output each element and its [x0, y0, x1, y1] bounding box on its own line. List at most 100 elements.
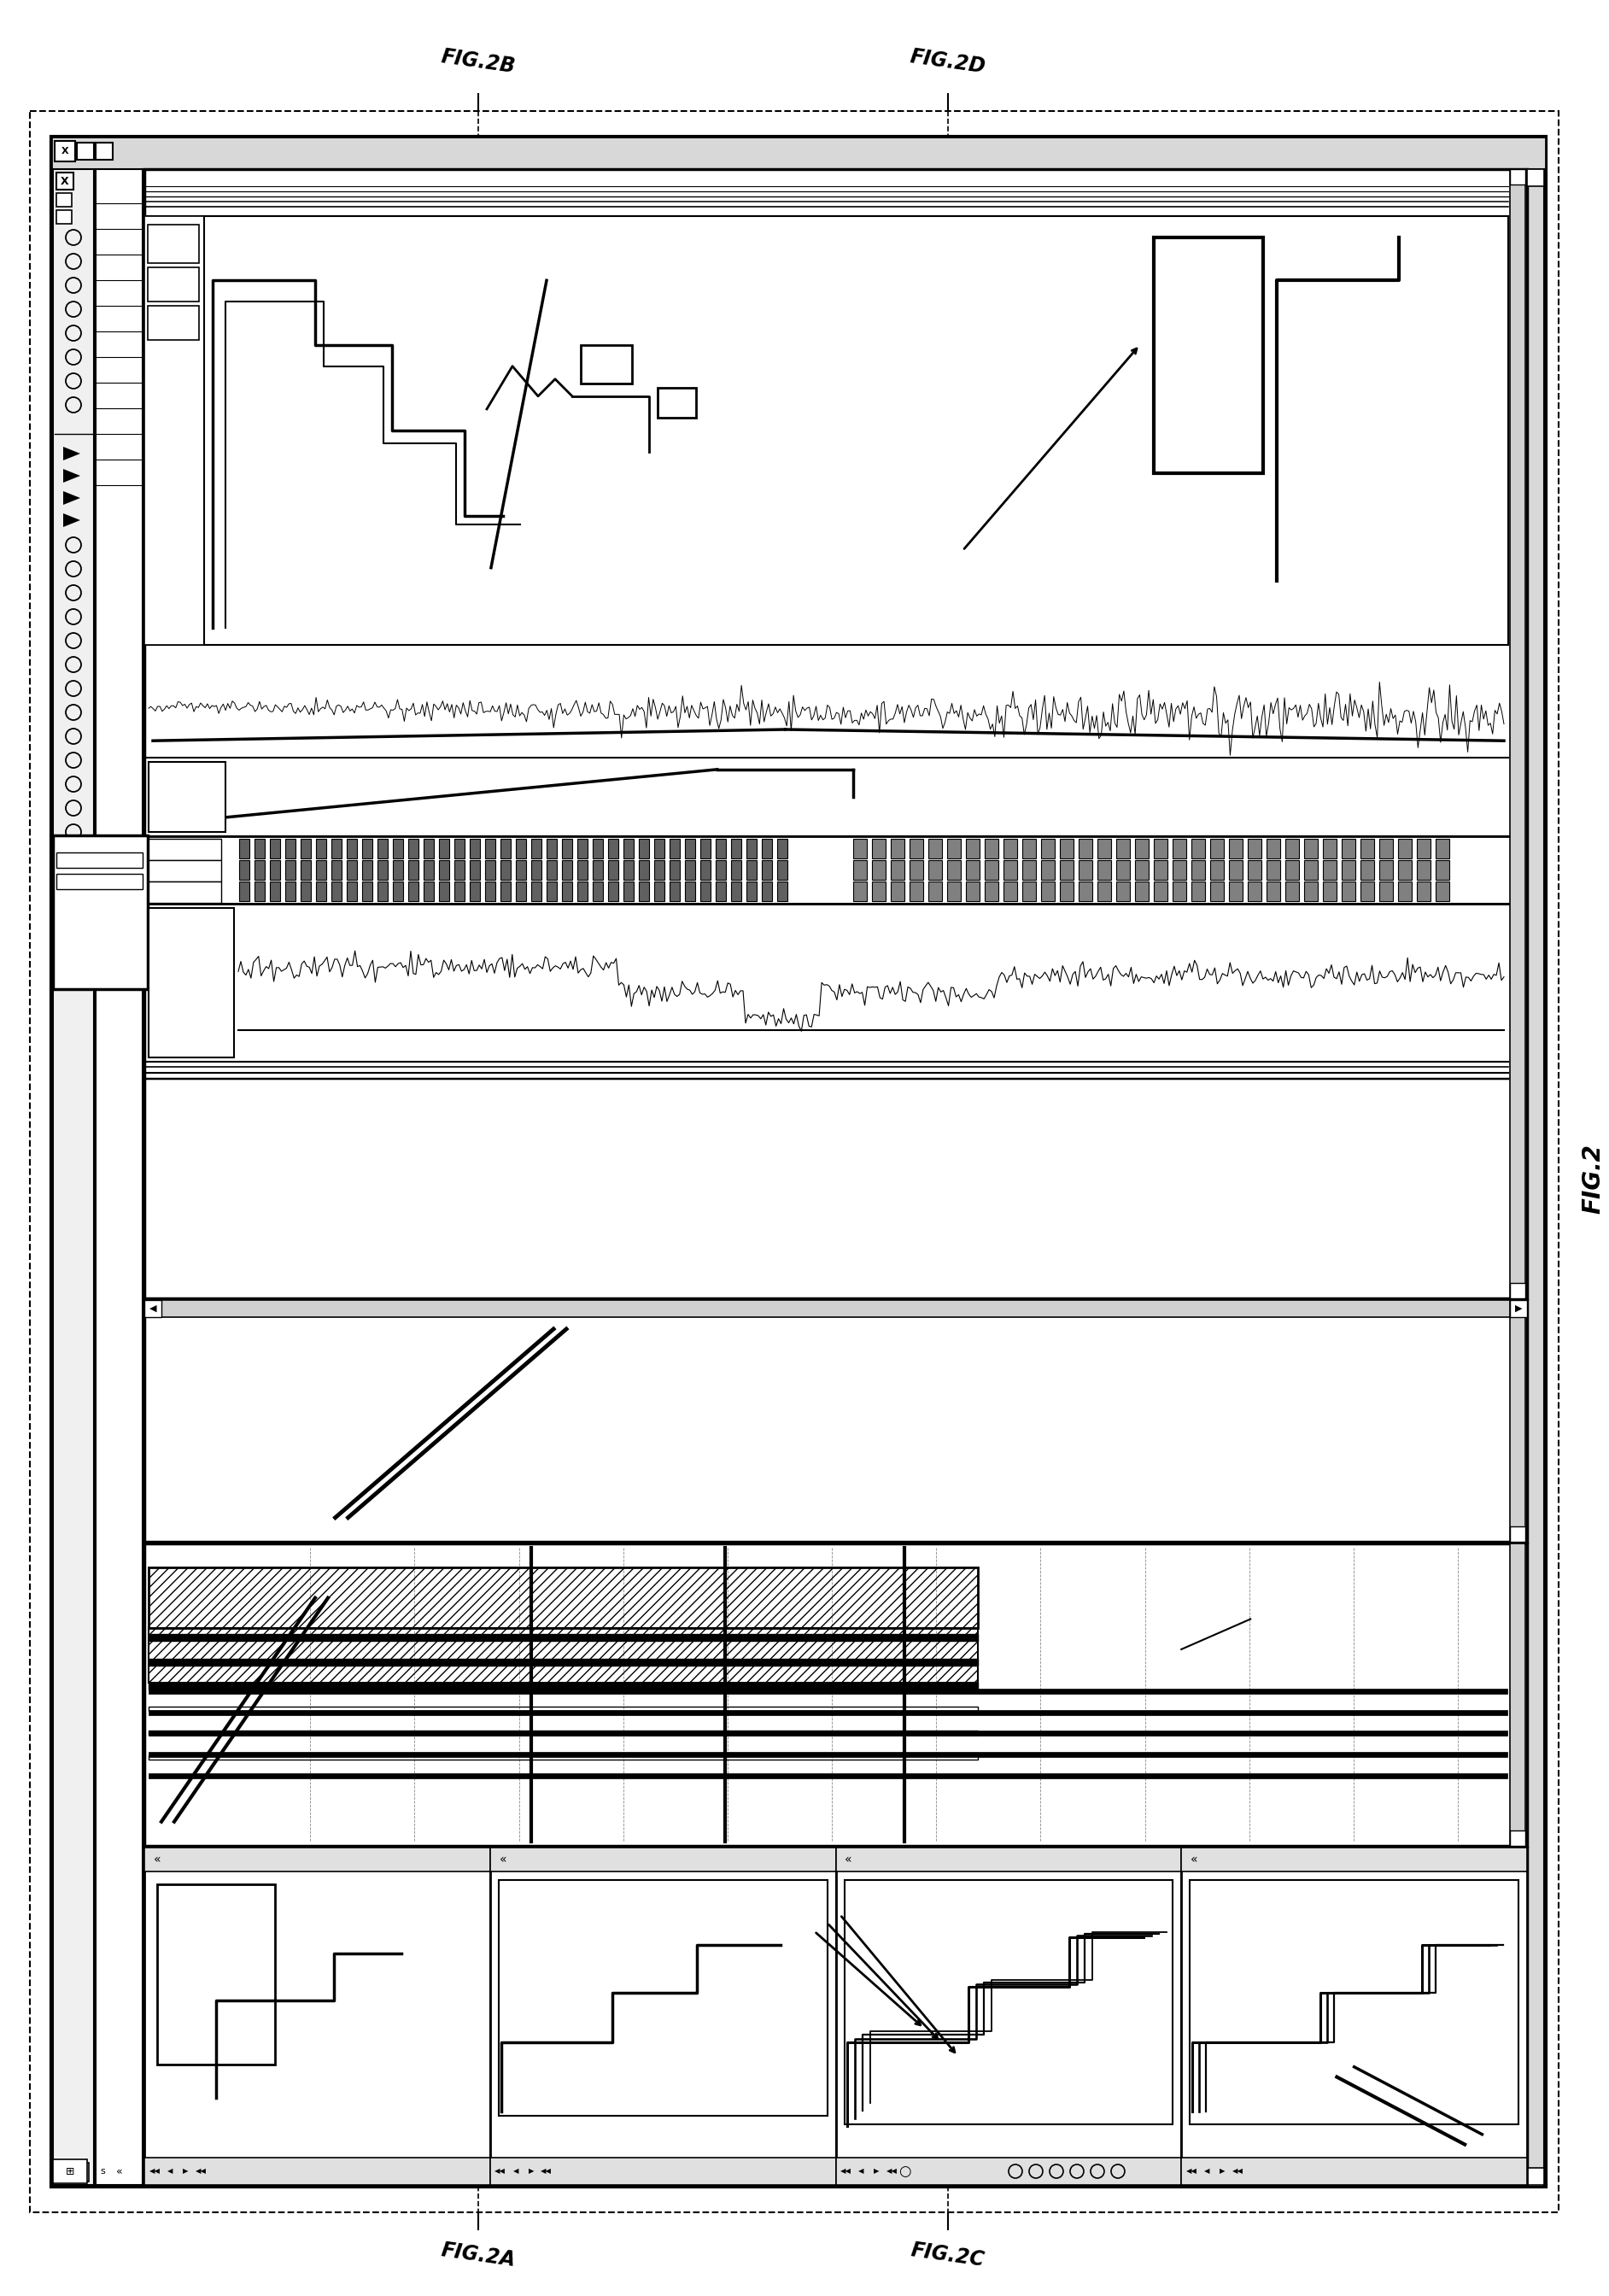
Bar	[1509, 1830, 1525, 1846]
Bar	[148, 1731, 1508, 1736]
Bar	[547, 861, 557, 879]
Bar	[1191, 861, 1205, 879]
Bar	[1154, 236, 1263, 473]
Bar	[378, 882, 388, 900]
Bar	[393, 838, 404, 859]
Bar	[315, 838, 327, 859]
Bar	[1509, 1543, 1525, 1846]
Bar	[499, 1880, 827, 2117]
Bar	[730, 861, 742, 879]
Text: ▶: ▶	[1220, 2167, 1224, 2174]
Bar	[423, 838, 434, 859]
Bar	[362, 861, 372, 879]
Bar	[409, 861, 418, 879]
Bar	[1305, 861, 1318, 879]
Text: ◀◀: ◀◀	[1232, 2167, 1244, 2174]
Bar	[148, 1754, 978, 1759]
Bar	[716, 882, 726, 900]
Bar	[531, 882, 542, 900]
Bar	[655, 838, 665, 859]
Bar	[95, 170, 143, 2186]
Bar	[1004, 838, 1017, 859]
Bar	[639, 838, 648, 859]
Bar	[1398, 882, 1411, 900]
Bar	[1527, 170, 1545, 2186]
Bar	[965, 838, 980, 859]
Bar	[1191, 838, 1205, 859]
Bar	[500, 882, 510, 900]
Bar	[145, 170, 1527, 1297]
Bar	[747, 861, 756, 879]
Bar	[562, 882, 573, 900]
Bar	[145, 1300, 1527, 1543]
Bar	[747, 838, 756, 859]
Text: ▶: ▶	[874, 2167, 880, 2174]
Bar	[148, 838, 220, 861]
Bar	[454, 882, 465, 900]
Bar	[362, 882, 372, 900]
Bar	[1509, 170, 1525, 1297]
Bar	[1154, 838, 1168, 859]
Bar	[204, 216, 1508, 645]
Bar	[1181, 1848, 1527, 1871]
Bar	[56, 172, 74, 191]
Bar	[1004, 861, 1017, 879]
Bar	[1191, 1880, 1519, 2124]
Bar	[484, 882, 496, 900]
Text: «: «	[1191, 1853, 1197, 1864]
Bar	[148, 762, 225, 831]
Bar	[853, 838, 867, 859]
Bar	[1134, 838, 1149, 859]
Bar	[985, 838, 998, 859]
Polygon shape	[63, 448, 80, 461]
Bar	[1229, 838, 1242, 859]
Bar	[1022, 882, 1036, 900]
Bar	[669, 861, 681, 879]
Text: «: «	[499, 1853, 507, 1864]
Bar	[658, 388, 697, 418]
Bar	[1379, 861, 1393, 879]
Bar	[240, 861, 249, 879]
Bar	[1342, 882, 1355, 900]
Bar	[1022, 861, 1036, 879]
Bar	[1060, 838, 1073, 859]
Bar	[685, 838, 695, 859]
Bar	[1229, 861, 1242, 879]
Bar	[1342, 861, 1355, 879]
Bar	[655, 882, 665, 900]
Bar	[145, 2158, 1527, 2183]
Text: s: s	[100, 2167, 105, 2177]
Bar	[409, 838, 418, 859]
Bar	[484, 861, 496, 879]
Bar	[1004, 882, 1017, 900]
Bar	[1247, 882, 1261, 900]
Bar	[1097, 838, 1112, 859]
Bar	[547, 838, 557, 859]
Bar	[1266, 838, 1281, 859]
Text: ◀◀: ◀◀	[195, 2167, 206, 2174]
Text: FIG.2C: FIG.2C	[909, 2239, 986, 2271]
Bar	[1078, 861, 1093, 879]
Bar	[578, 861, 587, 879]
Bar	[928, 838, 941, 859]
Text: ○: ○	[898, 2163, 911, 2179]
Bar	[148, 1731, 978, 1736]
Bar	[77, 142, 93, 161]
Bar	[423, 882, 434, 900]
Bar	[240, 838, 249, 859]
Bar	[1398, 838, 1411, 859]
Bar	[1398, 861, 1411, 879]
Bar	[270, 861, 280, 879]
Bar	[145, 1300, 161, 1318]
Bar	[1181, 2158, 1527, 2186]
Bar	[53, 2158, 87, 2183]
Text: «: «	[845, 1853, 853, 1864]
Bar	[716, 838, 726, 859]
Bar	[592, 882, 603, 900]
Bar	[578, 882, 587, 900]
Bar	[761, 882, 772, 900]
Bar	[581, 344, 632, 383]
Bar	[270, 838, 280, 859]
Bar	[1173, 861, 1186, 879]
Bar	[1041, 838, 1056, 859]
